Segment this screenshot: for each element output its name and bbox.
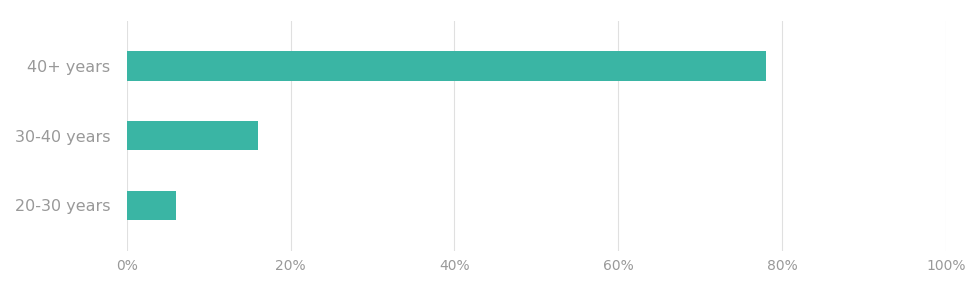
Bar bbox=[127, 191, 176, 220]
Bar bbox=[127, 121, 257, 150]
Bar bbox=[127, 51, 765, 81]
